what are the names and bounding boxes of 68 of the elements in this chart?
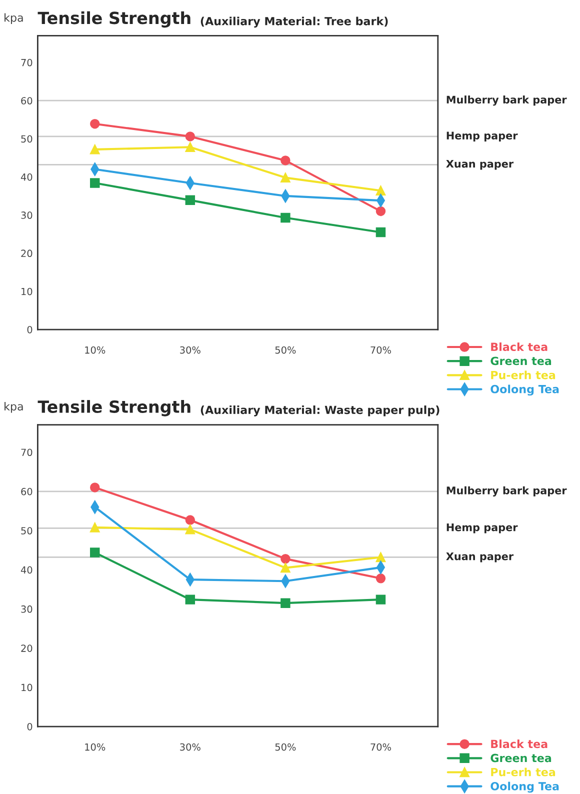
- point: [280, 554, 290, 564]
- y-tick-label: 0: [27, 326, 32, 334]
- point: [90, 522, 100, 532]
- chart-subtitle: (Auxiliary Material: Waste paper pulp): [200, 405, 440, 416]
- x-tick-label: 70%: [370, 346, 391, 354]
- y-tick-label: 0: [27, 722, 32, 730]
- x-tick-label: 10%: [85, 743, 106, 751]
- legend-label: Pu-erh tea: [491, 370, 556, 380]
- point: [280, 212, 290, 223]
- y-tick-label: 60: [21, 97, 32, 104]
- legend-label: Green tea: [490, 356, 552, 366]
- y-tick-label: 30: [21, 212, 32, 219]
- x-tick-label: 50%: [275, 346, 296, 354]
- y-tick-label: 70: [21, 58, 32, 66]
- x-tick-label: 30%: [180, 346, 200, 354]
- ref-line-label: Mulberry bark paper: [446, 486, 567, 496]
- legend-label: Black tea: [491, 740, 548, 748]
- y-tick-label: 10: [22, 684, 32, 692]
- point: [376, 574, 386, 584]
- point: [90, 119, 100, 129]
- chart-title: Tensile Strength: [38, 400, 190, 416]
- point: [185, 142, 196, 152]
- point: [90, 178, 100, 188]
- y-tick-label: 30: [21, 605, 32, 613]
- legend-label: Oolong Tea: [490, 384, 559, 396]
- point: [280, 172, 290, 183]
- ref-line-label: Mulberry bark paper: [446, 96, 567, 106]
- x-tick-label: 30%: [180, 743, 200, 751]
- point: [376, 206, 386, 216]
- y-tick-label: 60: [21, 488, 32, 496]
- point: [90, 482, 100, 492]
- point: [90, 144, 100, 154]
- point: [280, 156, 290, 166]
- x-tick-label: 10%: [85, 346, 106, 354]
- y-tick-label: 20: [21, 644, 32, 652]
- x-tick-label: 50%: [275, 743, 296, 751]
- point: [90, 548, 100, 558]
- legend-label: Pu-erh tea: [491, 768, 556, 776]
- chart-subtitle: (Auxiliary Material: Tree bark): [200, 16, 388, 28]
- y-tick-label: 50: [21, 135, 32, 143]
- y-tick-label: 20: [21, 250, 32, 258]
- y-tick-label: 50: [21, 527, 32, 534]
- y-axis-title: kpa: [4, 13, 23, 24]
- x-tick-label: 70%: [370, 743, 391, 751]
- point: [376, 227, 386, 238]
- point: [280, 562, 290, 573]
- y-tick-label: 40: [20, 566, 32, 574]
- ref-line-label: Hemp paper: [446, 524, 518, 534]
- point: [185, 524, 196, 534]
- chart-title: Tensile Strength: [38, 11, 190, 28]
- point: [185, 515, 196, 525]
- ref-line-label: Hemp paper: [446, 132, 518, 142]
- legend-label: Oolong Tea: [490, 782, 559, 793]
- point: [185, 594, 196, 604]
- y-tick-label: 70: [21, 448, 32, 456]
- point: [185, 195, 196, 206]
- legend-label: Green tea: [490, 754, 552, 762]
- point: [376, 552, 386, 562]
- y-tick-label: 40: [20, 173, 32, 181]
- point: [376, 594, 386, 604]
- y-tick-label: 10: [22, 288, 32, 296]
- point: [185, 132, 196, 142]
- y-axis-title: kpa: [4, 402, 23, 413]
- ref-line-label: Xuan paper: [446, 160, 514, 170]
- legend-label: Black tea: [491, 342, 548, 352]
- ref-line-label: Xuan paper: [446, 552, 514, 562]
- point: [376, 186, 386, 196]
- point: [280, 598, 290, 608]
